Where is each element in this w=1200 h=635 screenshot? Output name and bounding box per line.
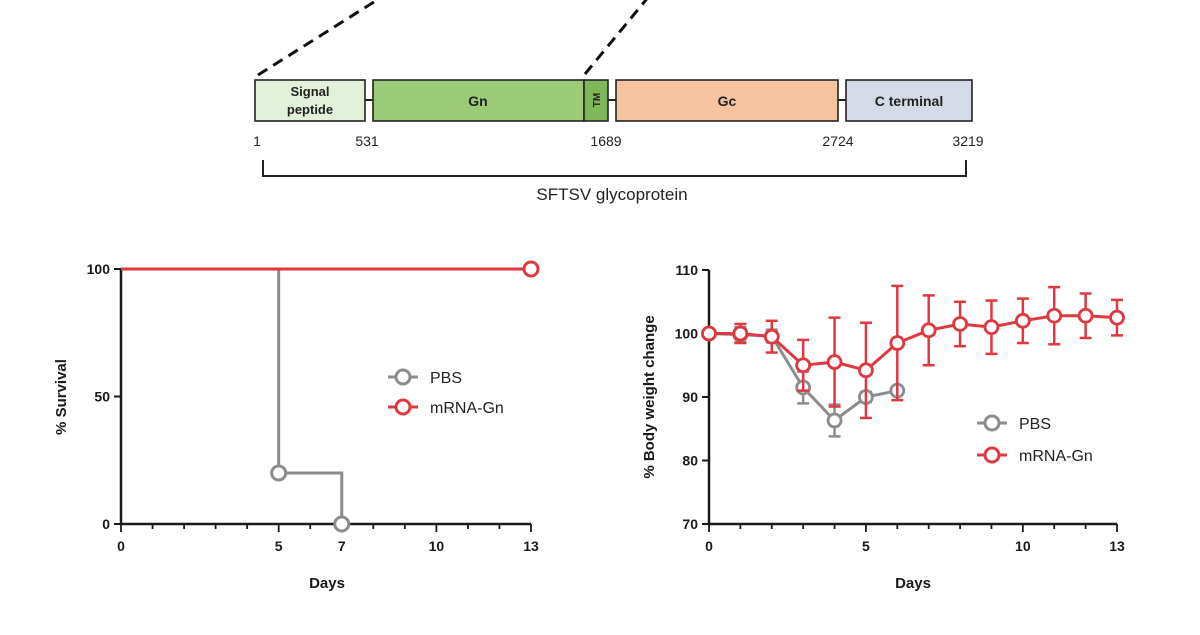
weight-legend-mrna-gn-marker [983,446,1001,464]
c-terminal-box [845,79,973,122]
position-label: 1 [253,133,261,149]
survival-y-axis-label: % Survival [53,359,70,435]
span-bracket [262,160,967,177]
survival-x-axis-label: Days [309,575,345,592]
weight-legend-pbs-marker [983,414,1001,432]
survival-series-pbs-line [121,267,344,524]
weight-series-mrna-gn-point [1014,312,1031,329]
weight-series-mrna-gn-point [826,354,843,370]
gc-box [615,79,839,122]
survival-legend-mrna-gn-label: mRNA-Gn [430,400,504,417]
survival-y-tick-label: 100 [87,261,111,277]
body-weight-chart: % Body weight change Days 70 80 90 100 110 0 5… [641,262,1125,592]
weight-x-tick-label: 5 [862,538,870,554]
survival-y-tick-label: 0 [102,516,110,532]
survival-series-mrna-gn-point [522,260,540,278]
weight-series-pbs-point [826,412,843,429]
weight-series-mrna-gn-point [1109,309,1125,326]
zoom-dash-right [583,0,648,75]
survival-legend-pbs-marker [394,368,412,386]
survival-y-tick-label: 50 [94,389,110,405]
weight-series-mrna-gn-point [1046,307,1063,324]
weight-legend-pbs-label: PBS [1019,416,1051,433]
position-label: 2724 [822,133,853,149]
position-label: 1689 [590,133,621,149]
survival-x-tick-label: 5 [275,538,283,554]
weight-series-mrna-gn-point [952,316,968,332]
weight-series-mrna-gn-point [795,357,812,374]
weight-series-mrna-gn-point [701,325,717,342]
weight-legend-mrna-gn-label: mRNA-Gn [1019,448,1093,465]
weight-x-tick-label: 10 [1015,538,1031,554]
gn-box [372,79,585,122]
survival-chart: % Survival Days 0 50 100 0 5 7 10 13 PBS mRNA-Gn [53,260,540,592]
weight-series-mrna-gn-point [732,325,749,342]
diagram-caption: SFTSV glycoprotein [536,185,687,204]
position-label: 531 [355,133,379,149]
weight-y-tick-label: 90 [682,389,698,405]
signal-peptide-label-line1: Signal [290,84,329,99]
signal-peptide-label-line2: peptide [287,102,333,117]
survival-series-pbs-point [270,464,288,482]
survival-series-pbs-point [333,515,351,533]
weight-y-tick-label: 70 [682,516,698,532]
signal-peptide-box [254,79,366,122]
weight-series-mrna-gn-point [1077,307,1094,324]
survival-legend-mrna-gn-marker [394,398,412,416]
weight-series-mrna-gn-point [920,322,937,339]
weight-y-tick-label: 80 [682,453,698,469]
zoom-dash-left [257,0,380,77]
tm-box [583,79,609,122]
weight-x-tick-label: 0 [705,538,713,554]
gc-label: Gc [718,93,737,109]
tm-label: TM [592,93,603,107]
survival-x-tick-label: 7 [338,538,346,554]
position-label: 3219 [952,133,983,149]
survival-x-tick-label: 0 [117,538,125,554]
weight-series-mrna-gn-point [983,319,1000,336]
weight-series-mrna-gn-point [763,328,780,345]
weight-y-tick-label: 110 [675,262,698,278]
weight-x-axis-label: Days [895,575,931,592]
survival-legend-pbs-label: PBS [430,370,462,387]
weight-series-mrna-gn-point [889,335,906,351]
gn-label: Gn [468,93,487,109]
survival-x-tick-label: 10 [429,538,445,554]
weight-y-axis-label: % Body weight change [641,315,658,478]
weight-y-tick-label: 100 [675,326,699,342]
weight-x-tick-label: 13 [1109,538,1125,554]
c-terminal-label: C terminal [875,93,943,109]
weight-series-mrna-gn-point [858,362,874,379]
survival-x-tick-label: 13 [523,538,539,554]
glycoprotein-domain-diagram: Signal peptide Gn TM Gc C terminal 1 531… [253,0,984,204]
